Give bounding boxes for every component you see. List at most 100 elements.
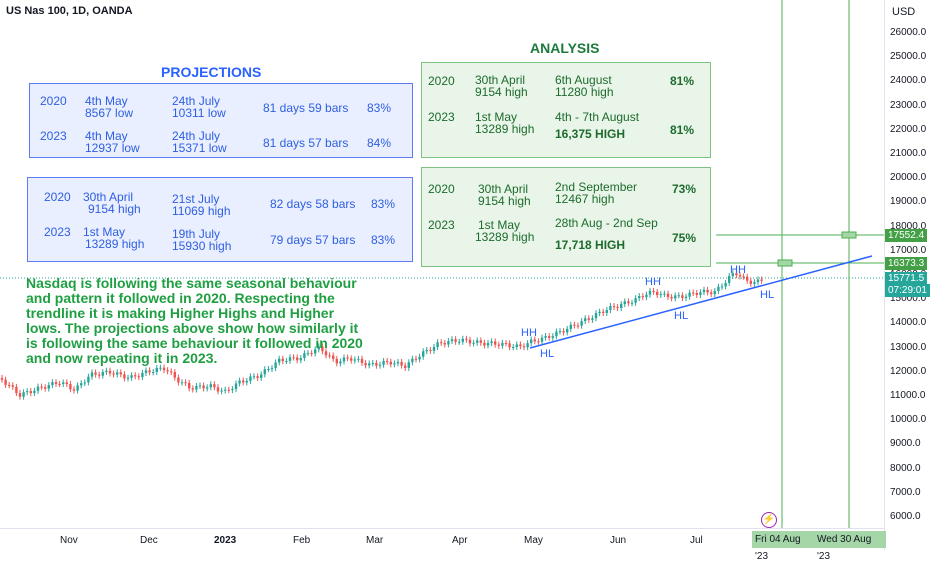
candle-body	[569, 324, 572, 329]
candle-body	[630, 302, 634, 304]
ana2-r1-year: 2020	[428, 182, 455, 196]
projections-box-1[interactable]: 2020 4th May 8567 low 24th July 10311 lo…	[29, 83, 413, 158]
projections-box-2[interactable]: 2020 30th April 9154 high 21st July 1106…	[27, 177, 413, 262]
candle-body	[350, 358, 353, 361]
candle-body	[688, 292, 691, 297]
ana1-r2-end-date: 4th - 7th August	[555, 110, 640, 124]
analysis-box-2[interactable]: 2020 30th April 9154 high 2nd September …	[421, 167, 711, 267]
ana1-r1-end-date: 6th August	[555, 73, 612, 87]
candle-body	[742, 276, 745, 278]
candle-body	[134, 375, 137, 377]
candle-body	[22, 392, 25, 397]
candle-body	[285, 360, 288, 362]
candle-body	[620, 304, 623, 308]
proj1-r2-end-val: 15371 low	[172, 141, 227, 155]
proj1-r2-end-date: 24th July	[172, 129, 221, 143]
candle-body	[202, 385, 205, 389]
candle-body	[508, 343, 511, 348]
trendline[interactable]	[529, 255, 873, 349]
candle-body	[263, 369, 266, 375]
label-hl-3[interactable]: HL	[760, 289, 775, 301]
proj1-r1-end-val: 10311 low	[172, 106, 226, 120]
proj1-r1-start-date: 4th May	[85, 94, 128, 108]
candle-body	[141, 372, 144, 378]
candle-body	[638, 296, 641, 299]
candle-body	[522, 346, 526, 348]
ana1-r2-pct: 81%	[670, 123, 695, 137]
price-axis-label: 22000.0	[890, 123, 927, 135]
candle-body	[65, 382, 68, 385]
proj1-r1-pct: 83%	[367, 101, 392, 115]
candle-body	[443, 342, 446, 345]
candle-body	[551, 336, 554, 338]
candle-body	[76, 385, 79, 391]
candle-body	[461, 338, 464, 342]
price-axis-label: 18000.0	[890, 220, 927, 232]
analysis-box-1[interactable]: 2020 30th April 9154 high 6th August 112…	[421, 62, 711, 158]
price-axis-label: 20000.0	[890, 172, 927, 184]
date-tag-1: Fri 04 Aug '23	[752, 531, 815, 562]
price-axis-label: 24000.0	[890, 75, 927, 87]
candle-body	[720, 286, 724, 288]
candle-body	[663, 293, 666, 295]
candle-body	[515, 344, 518, 348]
proj1-r1-span: 81 days 59 bars	[263, 101, 349, 115]
candle-body	[252, 376, 256, 378]
price-axis-label: 8000.0	[890, 462, 921, 474]
candle-body	[681, 295, 684, 299]
analysis-note[interactable]: Nasdaq is following the same seasonal be…	[26, 275, 363, 366]
level-handle-2[interactable]	[777, 259, 793, 267]
candle-body	[468, 339, 472, 344]
candle-body	[530, 339, 533, 344]
label-hh-3[interactable]: HH	[730, 264, 746, 276]
ana2-r1-start-date: 30th April	[478, 182, 529, 196]
candle-body	[173, 372, 176, 378]
ana2-r2-start-val: 13289 high	[475, 230, 535, 244]
level-handle-1[interactable]	[841, 231, 857, 239]
candle-body	[58, 383, 61, 385]
proj1-r2-start-val: 12937 low	[85, 141, 140, 155]
price-axis-label: 15000.0	[890, 293, 927, 305]
currency-label[interactable]: USD	[892, 6, 916, 18]
label-hh-1[interactable]: HH	[521, 327, 537, 339]
candle-body	[245, 380, 248, 383]
candle-body	[756, 279, 760, 283]
label-hh-2[interactable]: HH	[645, 276, 661, 288]
candle-body	[584, 318, 587, 322]
candle-body	[191, 388, 194, 390]
price-chart[interactable]	[0, 0, 932, 550]
candle-body	[112, 373, 115, 375]
label-hl-1[interactable]: HL	[540, 348, 555, 360]
candle-body	[558, 331, 562, 333]
price-tag-16373: 16373.3	[885, 257, 928, 270]
candle-body	[364, 362, 367, 366]
candle-body	[130, 375, 133, 378]
lightning-icon[interactable]: ⚡	[761, 512, 777, 528]
candle-body	[123, 374, 126, 379]
candle-body	[40, 386, 43, 388]
candle-body	[310, 353, 313, 355]
candle-body	[101, 372, 104, 376]
price-axis-label: 26000.0	[890, 27, 927, 38]
candle-body	[396, 361, 400, 364]
candle-body	[213, 384, 216, 388]
candle-body	[580, 321, 583, 326]
candle-body	[738, 275, 742, 277]
proj1-r1-end-date: 24th July	[172, 94, 221, 108]
candle-body	[598, 311, 601, 314]
candle-body	[317, 346, 320, 350]
candle-body	[26, 391, 29, 393]
label-hl-2[interactable]: HL	[674, 310, 689, 322]
candle-body	[335, 358, 338, 364]
candle-body	[674, 295, 677, 299]
candle-body	[328, 355, 331, 357]
symbol-title[interactable]: US Nas 100, 1D, OANDA	[6, 5, 133, 17]
proj2-r2-end-val: 15930 high	[172, 239, 232, 253]
candle-body	[389, 361, 392, 365]
candle-body	[501, 342, 504, 346]
candle-body	[98, 374, 101, 376]
candle-body	[209, 384, 212, 388]
candle-body	[198, 385, 202, 387]
candle-body	[224, 389, 227, 391]
candle-body	[519, 344, 522, 347]
